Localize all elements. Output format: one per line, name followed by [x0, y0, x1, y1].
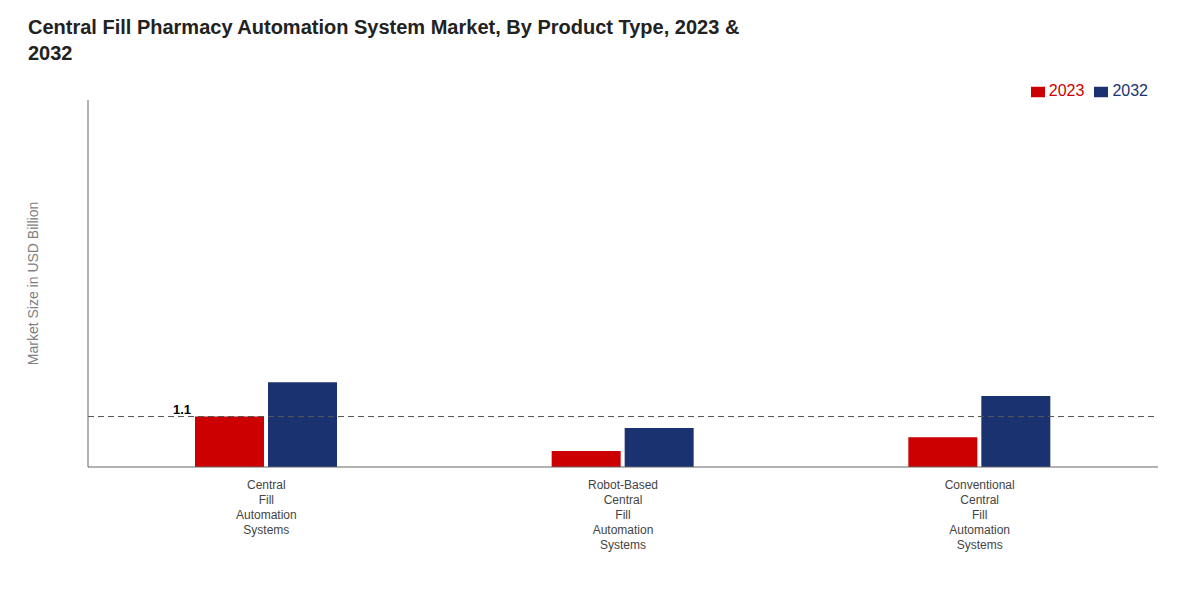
svg-text:ConventionalCentralFillAutomat: ConventionalCentralFillAutomationSystems — [945, 478, 1015, 552]
svg-text:Robot-BasedCentralFillAutomati: Robot-BasedCentralFillAutomationSystems — [588, 478, 658, 552]
svg-text:Market Size in USD Billion: Market Size in USD Billion — [25, 202, 41, 365]
html-text:2023: 2023 — [1048, 82, 1085, 99]
html-text:2032: 2032 — [1112, 82, 1148, 99]
html-text:Central Fill Pharmacy Automati: Central Fill Pharmacy Automation System … — [28, 16, 740, 64]
svg-text:CentralFillAutomationSystems: CentralFillAutomationSystems — [236, 478, 297, 537]
svg-text:1.1: 1.1 — [173, 402, 191, 417]
